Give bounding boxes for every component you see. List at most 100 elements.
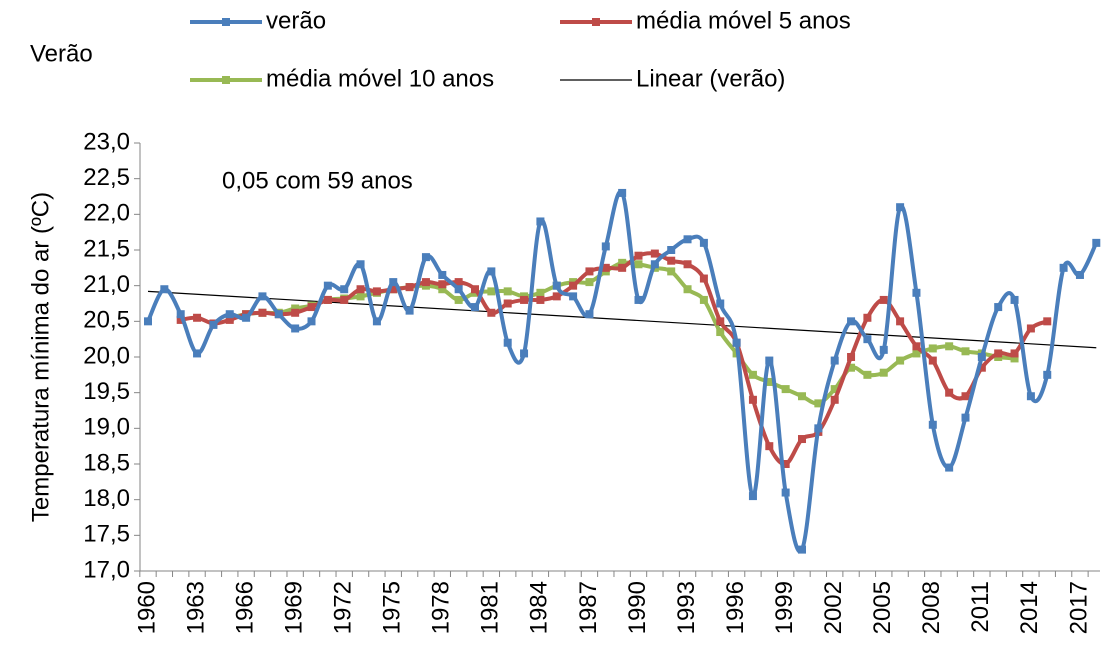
point: [847, 363, 856, 372]
point: [585, 310, 594, 319]
point: [601, 263, 610, 272]
point: [569, 292, 578, 301]
point: [1010, 349, 1019, 358]
point: [667, 246, 676, 254]
point: [176, 310, 185, 319]
point: [405, 283, 414, 292]
point: [454, 278, 463, 287]
point: [1059, 263, 1068, 272]
x-tick-label: 1969: [280, 581, 307, 634]
point: [454, 295, 463, 304]
point: [928, 420, 937, 429]
point: [1026, 392, 1035, 401]
x-tick-label: 2008: [918, 581, 945, 634]
point: [699, 238, 708, 247]
point: [454, 285, 463, 294]
legend-marker: [592, 18, 600, 26]
point: [520, 349, 529, 358]
x-tick-label: 1984: [526, 581, 553, 634]
point: [471, 303, 479, 312]
point: [160, 285, 169, 294]
x-tick-label: 1972: [330, 581, 357, 634]
point: [291, 304, 300, 313]
x-tick-label: 2014: [1016, 581, 1043, 634]
point: [291, 308, 300, 317]
point: [421, 278, 430, 287]
series-line: [146, 189, 1099, 554]
x-tick-label: 1999: [771, 581, 798, 634]
y-tick-label: 21,0: [83, 271, 130, 298]
point: [274, 310, 283, 319]
x-tick-label: 2002: [820, 581, 847, 634]
y-tick-label: 18,0: [83, 485, 130, 512]
point: [716, 328, 725, 337]
point: [323, 295, 332, 304]
point: [847, 353, 856, 361]
point: [765, 442, 774, 451]
y-tick-label: 22,5: [83, 164, 130, 191]
legend-marker: [222, 76, 230, 84]
point: [945, 342, 954, 351]
point: [699, 274, 708, 283]
x-tick-label: 1975: [379, 581, 406, 634]
point: [193, 313, 202, 322]
point: [830, 395, 839, 404]
point: [389, 278, 398, 287]
point: [356, 285, 365, 294]
point: [912, 288, 921, 297]
point: [798, 392, 806, 401]
point: [716, 299, 725, 308]
point: [748, 492, 757, 501]
legend-label: média móvel 10 anos: [266, 65, 494, 92]
point: [225, 315, 234, 324]
point: [863, 335, 872, 344]
point: [830, 385, 839, 394]
point: [650, 249, 659, 258]
point: [144, 317, 152, 326]
point: [912, 342, 921, 351]
y-tick-label: 20,5: [83, 307, 130, 334]
point: [405, 306, 414, 315]
point: [1010, 354, 1019, 363]
x-tick-label: 2005: [869, 581, 896, 634]
y-tick-label: 19,0: [83, 414, 130, 441]
point: [209, 320, 218, 329]
x-tick-label: 2017: [1065, 581, 1092, 634]
point: [634, 251, 643, 260]
point: [307, 303, 316, 312]
point: [699, 295, 708, 304]
point: [487, 308, 496, 317]
point: [291, 324, 300, 333]
trendline: [147, 290, 1097, 349]
point: [438, 285, 447, 294]
point: [732, 338, 741, 347]
point: [1043, 317, 1052, 326]
x-tick-label: 1963: [182, 581, 209, 634]
point: [781, 385, 790, 394]
point: [503, 338, 512, 347]
point: [961, 392, 970, 401]
point: [1092, 238, 1101, 247]
y-tick-label: 17,0: [83, 556, 130, 583]
x-tick-label: 1990: [624, 581, 651, 634]
point: [683, 285, 692, 294]
point: [1026, 324, 1035, 333]
point: [618, 258, 627, 267]
y-axis-label: Temperatura mínima do ar (ºC): [27, 192, 54, 522]
point: [798, 435, 806, 444]
point: [814, 399, 823, 408]
point: [1010, 295, 1019, 304]
point: [585, 278, 594, 287]
point: [585, 267, 594, 276]
point: [372, 317, 381, 326]
point: [650, 260, 659, 269]
point: [421, 253, 430, 262]
point: [928, 344, 937, 353]
point: [225, 310, 234, 319]
point: [618, 188, 627, 197]
point: [356, 292, 365, 301]
point: [912, 349, 921, 358]
point: [618, 263, 627, 272]
point: [569, 281, 578, 290]
x-tick-label: 1993: [673, 581, 700, 634]
